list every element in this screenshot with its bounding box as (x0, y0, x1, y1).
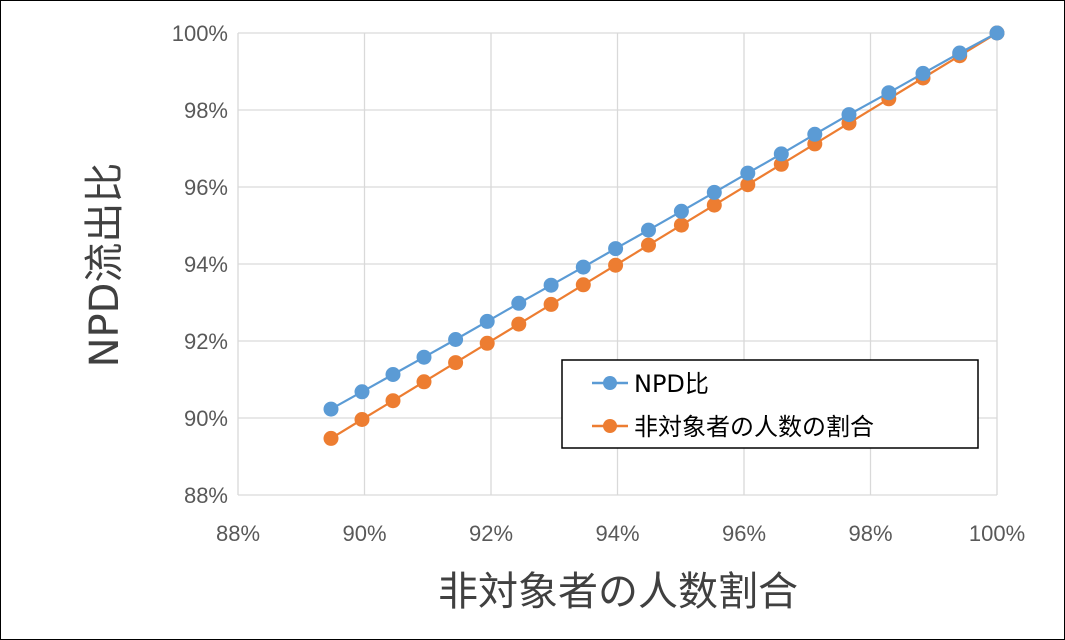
x-tick-label: 90% (342, 521, 386, 546)
series-group (323, 25, 1005, 446)
y-tick-label: 94% (184, 252, 228, 277)
data-point (807, 126, 823, 142)
series-line (330, 32, 998, 411)
data-point (641, 237, 656, 253)
data-point (881, 85, 897, 101)
x-axis-ticks: 88% 90% 92% 94% 96% 98% 100% (216, 521, 1025, 546)
y-tick-label: 96% (184, 175, 228, 200)
legend-marker-npd (603, 376, 617, 390)
data-point (448, 332, 464, 347)
data-point (641, 222, 656, 238)
data-point (706, 184, 722, 200)
data-point (989, 25, 1005, 41)
legend-label-npd: NPD比 (634, 370, 709, 398)
x-tick-label: 96% (722, 521, 766, 546)
legend: NPD比 非対象者の人数の割合 (561, 359, 979, 449)
y-axis-title: NPD流出比 (82, 163, 128, 368)
data-point (673, 217, 689, 233)
y-tick-label: 98% (184, 98, 228, 123)
legend-item-npd: NPD比 (592, 370, 709, 398)
data-point (479, 313, 495, 329)
data-point (575, 277, 591, 293)
y-axis-ticks: 100% 98% 96% 94% 92% 90% 88% (172, 21, 228, 508)
data-point (385, 393, 401, 409)
data-point (740, 177, 756, 193)
data-point (706, 197, 722, 213)
data-point (952, 45, 968, 61)
data-point (323, 401, 339, 417)
data-point (511, 316, 527, 332)
data-point (740, 165, 756, 181)
data-point (543, 277, 559, 293)
data-point (354, 384, 370, 400)
data-point (608, 241, 624, 257)
data-point (915, 65, 931, 81)
legend-label-ratio: 非対象者の人数の割合 (634, 413, 874, 441)
data-point (543, 296, 559, 312)
legend-marker-ratio (603, 419, 617, 433)
series-0 (323, 25, 1005, 417)
x-tick-label: 98% (848, 521, 892, 546)
data-point (479, 335, 495, 351)
x-tick-label: 92% (469, 521, 513, 546)
data-point (773, 156, 789, 172)
data-point (673, 203, 689, 219)
data-point (385, 367, 401, 382)
x-tick-label: 94% (595, 521, 639, 546)
data-point (511, 295, 527, 311)
legend-item-ratio: 非対象者の人数の割合 (592, 413, 874, 441)
data-point (416, 374, 432, 390)
data-point (608, 257, 624, 273)
x-tick-label: 100% (969, 521, 1025, 546)
y-tick-label: 88% (184, 483, 228, 508)
data-point (448, 355, 464, 371)
data-point (773, 146, 789, 162)
data-point (841, 107, 857, 123)
data-point (354, 412, 370, 427)
data-point (416, 349, 432, 365)
data-point (575, 259, 591, 275)
legend-box (561, 359, 979, 449)
y-tick-label: 100% (172, 21, 228, 46)
x-axis-title: 非対象者の人数割合 (438, 569, 798, 615)
data-point (323, 430, 339, 446)
x-tick-label: 88% (216, 521, 260, 546)
y-tick-label: 92% (184, 329, 228, 354)
y-tick-label: 90% (184, 406, 228, 431)
